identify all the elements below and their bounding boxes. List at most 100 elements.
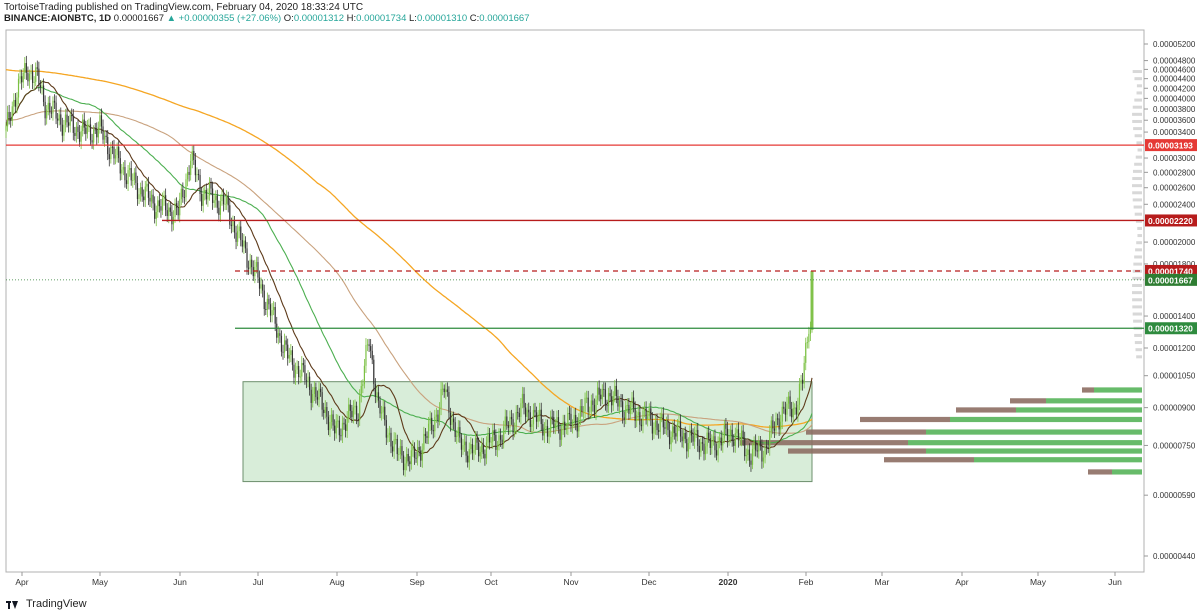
candle-body [645, 408, 647, 420]
volume-profile-bar-faint [1134, 77, 1142, 81]
candle-body [100, 115, 103, 127]
candle-body [374, 384, 376, 397]
candle-body [493, 430, 495, 435]
candle-body [590, 400, 592, 412]
candle-body [776, 418, 779, 420]
candle-body [780, 421, 782, 430]
candle-body [363, 365, 365, 385]
candle-body [249, 259, 251, 269]
volume-profile-bar-down [1082, 387, 1094, 393]
candle-body [485, 442, 488, 459]
candle-body [77, 126, 79, 133]
y-tick-label: 0.00001800 [1153, 260, 1196, 269]
candle-body [603, 388, 605, 390]
volume-profile-bar-up [926, 448, 1142, 454]
y-tick-label: 0.00000750 [1153, 441, 1196, 450]
y-tick-label: 0.00004200 [1153, 84, 1196, 93]
candle-body [197, 173, 200, 176]
volume-profile-bar-faint [1132, 70, 1142, 74]
candle-body [366, 344, 369, 346]
candle-body [83, 119, 85, 128]
candle-body [528, 409, 530, 413]
volume-profile-bar-faint [1133, 127, 1142, 131]
volume-profile-bar-faint [1134, 333, 1142, 337]
candle-body [753, 440, 755, 450]
candle-body [191, 151, 193, 161]
candle-body [263, 290, 265, 309]
candle-body [114, 155, 117, 159]
candle-body [235, 232, 237, 242]
candle-body [61, 124, 63, 136]
candle-body [258, 277, 261, 289]
candle-body [623, 417, 625, 420]
candle-body [809, 328, 812, 334]
price-label-text: 0.00002220 [1148, 216, 1193, 226]
volume-profile-bar-faint [1132, 198, 1142, 202]
price-label-text: 0.00003193 [1148, 141, 1193, 151]
candle-body [398, 454, 400, 456]
price-label-bg [1145, 139, 1197, 152]
candle-body [165, 195, 167, 211]
candle-body [39, 85, 42, 88]
candle-body [237, 231, 239, 242]
candle-body [448, 392, 450, 413]
candle-body [703, 443, 705, 455]
candle-body [800, 379, 802, 384]
volume-profile-bar-down [884, 457, 974, 463]
candle-body [91, 140, 93, 143]
candle-body [725, 424, 727, 429]
candle-body [651, 419, 653, 434]
candle-body [625, 405, 627, 420]
candle-body [489, 434, 491, 443]
candle-body [182, 188, 184, 198]
candle-body [631, 397, 633, 407]
candle-body [368, 344, 370, 347]
candle-body [150, 194, 153, 202]
candle-body [121, 169, 123, 174]
candle-body [690, 429, 693, 436]
candle-body [283, 340, 286, 353]
candle-body [268, 298, 270, 305]
candle-body [751, 449, 754, 465]
candle-body [274, 306, 276, 324]
volume-profile-bar-faint [1137, 234, 1142, 238]
candle-body [554, 423, 556, 428]
candle-body [233, 221, 236, 233]
candle-body [88, 124, 90, 126]
candle-body [8, 112, 10, 118]
volume-profile-bar-faint [1136, 84, 1142, 88]
candle-body [179, 199, 181, 216]
candle-body [684, 432, 686, 439]
candle-body [17, 78, 20, 98]
candle-body [168, 207, 170, 216]
candle-body [85, 127, 87, 134]
candle-body [770, 420, 772, 432]
candle-body [186, 171, 189, 180]
candle-body [564, 421, 566, 431]
volume-profile-bar-faint [1134, 98, 1142, 102]
candle-body [748, 449, 750, 461]
volume-profile-bar-faint [1134, 212, 1142, 216]
symbol-label: BINANCE:AIONBTC, 1D [4, 13, 112, 24]
volume-profile-bar-faint [1136, 355, 1142, 359]
candle-body [352, 407, 355, 418]
candle-body [113, 147, 115, 159]
candle-body [257, 262, 259, 278]
candle-body [319, 388, 322, 393]
candle-body [391, 446, 394, 452]
candle-body [354, 405, 356, 408]
candle-body [600, 394, 602, 400]
candle-body [277, 333, 279, 338]
candle-body [565, 427, 567, 431]
candle-body [219, 201, 222, 215]
candle-body [664, 427, 666, 429]
candle-body [647, 416, 649, 420]
candle-body [238, 226, 240, 232]
volume-profile-bar-down [1088, 469, 1112, 475]
candle-body [94, 129, 96, 131]
candle-body [733, 441, 735, 446]
candle-body [110, 146, 112, 160]
candle-body [139, 187, 142, 195]
candle-body [734, 433, 736, 446]
